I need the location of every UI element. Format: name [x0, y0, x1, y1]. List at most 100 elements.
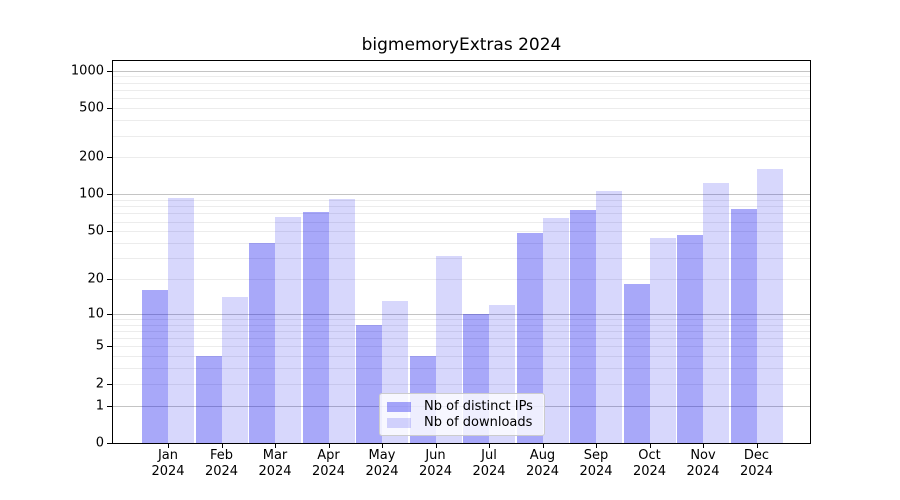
minor-gridline: [113, 383, 810, 385]
plot-area: [112, 60, 811, 444]
legend-label-distinct-ips: Nb of distinct IPs: [424, 399, 533, 414]
year-label: 2024: [739, 464, 774, 479]
major-gridline: [113, 194, 810, 196]
minor-gridline: [113, 157, 810, 159]
bar-downloads: [756, 169, 783, 443]
minor-gridline: [113, 135, 810, 137]
minor-gridline: [113, 120, 810, 122]
bar-downloads: [168, 198, 194, 443]
minor-gridline: [113, 90, 810, 91]
x-tick-label-mar: Mar 2024: [245, 448, 305, 480]
month-label: Nov: [690, 448, 716, 463]
year-label: 2024: [686, 464, 720, 479]
y-tick-mark: [107, 194, 112, 196]
x-tick-label-jul: Jul 2024: [459, 448, 519, 480]
minor-gridline: [113, 213, 810, 215]
chart-title: bigmemoryExtras 2024: [361, 35, 562, 55]
x-tick-label-jun: Jun 2024: [406, 448, 466, 480]
y-tick-mark: [107, 278, 112, 280]
year-label: 2024: [151, 464, 185, 479]
x-tick-mark: [328, 444, 330, 448]
minor-gridline: [113, 356, 810, 358]
major-gridline: [113, 313, 810, 315]
legend-swatch-downloads: [387, 418, 411, 428]
year-label: 2024: [258, 464, 292, 479]
minor-gridline: [113, 338, 810, 340]
x-tick-mark: [168, 444, 169, 448]
x-tick-mark: [435, 444, 437, 448]
x-tick-mark: [596, 444, 597, 448]
year-label: 2024: [579, 464, 613, 479]
bar-distinct-ips: [677, 234, 703, 443]
bar-downloads: [275, 217, 301, 443]
y-tick-label: 2: [95, 376, 104, 392]
x-tick-label-feb: Feb 2024: [192, 448, 252, 480]
y-tick-mark: [107, 70, 112, 72]
y-tick-mark: [107, 405, 112, 407]
year-label: 2024: [472, 464, 506, 479]
minor-gridline: [113, 330, 810, 332]
y-tick-label: 50: [87, 223, 104, 239]
y-tick-label: 200: [79, 149, 104, 165]
month-label: Dec: [743, 448, 770, 463]
legend-label-downloads: Nb of downloads: [424, 415, 533, 430]
x-tick-mark: [382, 444, 383, 448]
y-tick-mark: [107, 157, 112, 159]
bar-distinct-ips: [195, 356, 222, 443]
x-tick-mark: [489, 444, 490, 448]
legend-swatch-distinct-ips: [387, 402, 411, 412]
minor-gridline: [113, 82, 810, 84]
bar-distinct-ips: [730, 209, 757, 443]
x-tick-label-sep: Sep 2024: [566, 448, 626, 480]
month-label: May: [368, 448, 396, 463]
minor-gridline: [113, 258, 810, 259]
legend-item-downloads: Nb of downloads: [387, 415, 538, 431]
bar-distinct-ips: [623, 284, 650, 443]
bar-distinct-ips: [142, 290, 168, 443]
minor-gridline: [113, 242, 810, 244]
major-gridline: [113, 70, 810, 72]
year-label: 2024: [632, 464, 667, 479]
year-label: 2024: [525, 464, 560, 479]
minor-gridline: [113, 221, 810, 223]
x-tick-mark: [649, 444, 651, 448]
year-label: 2024: [311, 464, 346, 479]
y-tick-mark: [107, 383, 112, 385]
month-label: Oct: [638, 448, 661, 463]
month-label: Jul: [481, 448, 497, 463]
x-tick-label-dec: Dec 2024: [727, 448, 787, 480]
y-tick-label: 500: [79, 100, 104, 116]
bar-downloads: [328, 198, 355, 443]
x-tick-label-nov: Nov 2024: [673, 448, 733, 480]
x-tick-label-apr: Apr 2024: [299, 448, 359, 480]
minor-gridline: [113, 206, 810, 208]
x-tick-label-oct: Oct 2024: [620, 448, 680, 480]
minor-gridline: [113, 108, 810, 110]
month-label: Aug: [529, 448, 556, 463]
x-tick-label-may: May 2024: [352, 448, 412, 480]
minor-gridline: [113, 98, 810, 100]
month-label: Mar: [262, 448, 288, 463]
minor-gridline: [113, 76, 810, 78]
x-tick-mark: [221, 444, 223, 448]
minor-gridline: [113, 231, 810, 233]
minor-gridline: [113, 318, 810, 320]
bar-distinct-ips: [570, 210, 596, 443]
y-tick-label: 1000: [70, 63, 104, 79]
minor-gridline: [113, 199, 810, 201]
x-tick-label-aug: Aug 2024: [513, 448, 573, 480]
year-label: 2024: [365, 464, 399, 479]
month-label: Jun: [425, 448, 446, 463]
y-tick-label: 0: [95, 435, 104, 451]
month-label: Sep: [583, 448, 609, 463]
bar-downloads: [542, 218, 569, 443]
y-tick-mark: [107, 108, 112, 110]
x-tick-mark: [275, 444, 276, 448]
y-tick-label: 1: [95, 398, 104, 414]
bar-downloads: [649, 237, 676, 443]
bar-downloads: [221, 297, 248, 443]
bar-distinct-ips: [302, 211, 329, 443]
y-tick-label: 20: [87, 271, 104, 287]
y-tick-mark: [107, 313, 112, 315]
